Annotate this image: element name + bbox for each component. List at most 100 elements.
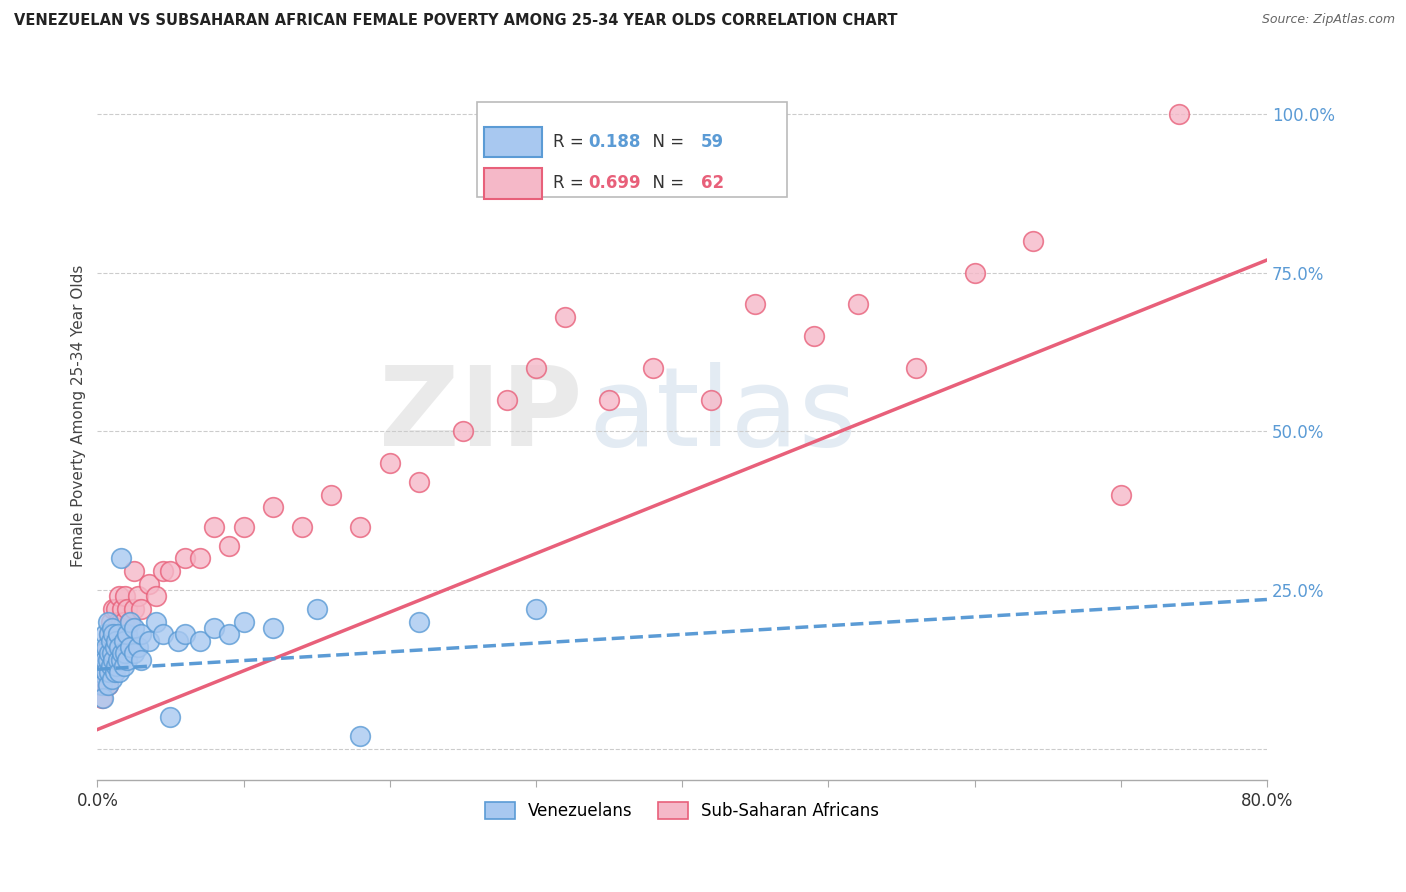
Point: [91, 690, 114, 705]
Point: [111, 602, 134, 616]
Point: [118, 615, 141, 629]
Point: [101, 647, 124, 661]
Point: [174, 551, 197, 566]
Point: [202, 519, 225, 533]
Point: [114, 590, 136, 604]
Point: [218, 627, 240, 641]
Point: [159, 564, 181, 578]
Text: 0.188: 0.188: [589, 133, 641, 151]
Point: [495, 392, 517, 407]
Point: [93, 627, 115, 641]
Point: [262, 621, 284, 635]
FancyBboxPatch shape: [478, 102, 787, 196]
Point: [138, 633, 160, 648]
Point: [104, 627, 127, 641]
Point: [112, 659, 135, 673]
Point: [108, 627, 131, 641]
Point: [803, 329, 825, 343]
Y-axis label: Female Poverty Among 25-34 Year Olds: Female Poverty Among 25-34 Year Olds: [72, 264, 86, 566]
Point: [127, 590, 149, 604]
Point: [103, 653, 125, 667]
Point: [202, 621, 225, 635]
Point: [97, 615, 120, 629]
Point: [349, 519, 371, 533]
Point: [554, 310, 576, 325]
Point: [122, 602, 145, 616]
Point: [101, 665, 124, 680]
Point: [91, 665, 114, 680]
Point: [108, 590, 131, 604]
Point: [100, 633, 122, 648]
Point: [115, 627, 138, 641]
Text: ZIP: ZIP: [380, 362, 582, 469]
Point: [262, 500, 284, 515]
Point: [232, 615, 254, 629]
Point: [112, 615, 135, 629]
Point: [138, 576, 160, 591]
Point: [641, 360, 664, 375]
Point: [118, 640, 141, 654]
Point: [100, 653, 122, 667]
Point: [305, 602, 328, 616]
Point: [129, 627, 152, 641]
FancyBboxPatch shape: [485, 127, 541, 157]
Point: [122, 621, 145, 635]
Point: [115, 653, 138, 667]
Point: [218, 539, 240, 553]
Point: [1022, 234, 1045, 248]
Point: [112, 633, 135, 648]
Point: [122, 564, 145, 578]
Point: [110, 615, 132, 629]
Text: Source: ZipAtlas.com: Source: ZipAtlas.com: [1261, 13, 1395, 27]
Text: N =: N =: [643, 175, 690, 193]
Point: [114, 647, 136, 661]
Point: [118, 615, 141, 629]
Point: [159, 710, 181, 724]
Point: [905, 360, 928, 375]
Point: [94, 640, 117, 654]
Text: R =: R =: [554, 133, 589, 151]
Point: [846, 297, 869, 311]
Point: [93, 653, 115, 667]
Point: [94, 665, 117, 680]
Point: [598, 392, 620, 407]
Point: [349, 729, 371, 743]
Point: [89, 665, 111, 680]
Point: [98, 627, 121, 641]
Point: [98, 665, 121, 680]
Point: [744, 297, 766, 311]
Point: [291, 519, 314, 533]
Point: [100, 659, 122, 673]
Text: atlas: atlas: [589, 362, 858, 469]
Point: [98, 647, 121, 661]
Point: [188, 551, 211, 566]
Point: [145, 615, 167, 629]
Point: [101, 627, 124, 641]
Point: [90, 678, 112, 692]
Point: [152, 627, 174, 641]
Point: [98, 627, 121, 641]
Point: [122, 647, 145, 661]
Point: [90, 690, 112, 705]
Text: VENEZUELAN VS SUBSAHARAN AFRICAN FEMALE POVERTY AMONG 25-34 YEAR OLDS CORRELATIO: VENEZUELAN VS SUBSAHARAN AFRICAN FEMALE …: [14, 13, 897, 29]
Text: 0.699: 0.699: [589, 175, 641, 193]
Point: [104, 640, 127, 654]
Point: [105, 659, 128, 673]
Point: [524, 602, 547, 616]
Point: [408, 615, 430, 629]
Point: [93, 678, 115, 692]
Point: [110, 551, 132, 566]
Point: [129, 602, 152, 616]
Point: [97, 653, 120, 667]
Point: [1168, 107, 1191, 121]
Point: [101, 621, 124, 635]
Point: [127, 640, 149, 654]
Point: [166, 633, 188, 648]
Point: [378, 456, 401, 470]
Point: [111, 647, 134, 661]
Text: N =: N =: [643, 133, 690, 151]
Point: [129, 653, 152, 667]
Point: [107, 653, 129, 667]
Point: [100, 615, 122, 629]
Point: [93, 647, 115, 661]
